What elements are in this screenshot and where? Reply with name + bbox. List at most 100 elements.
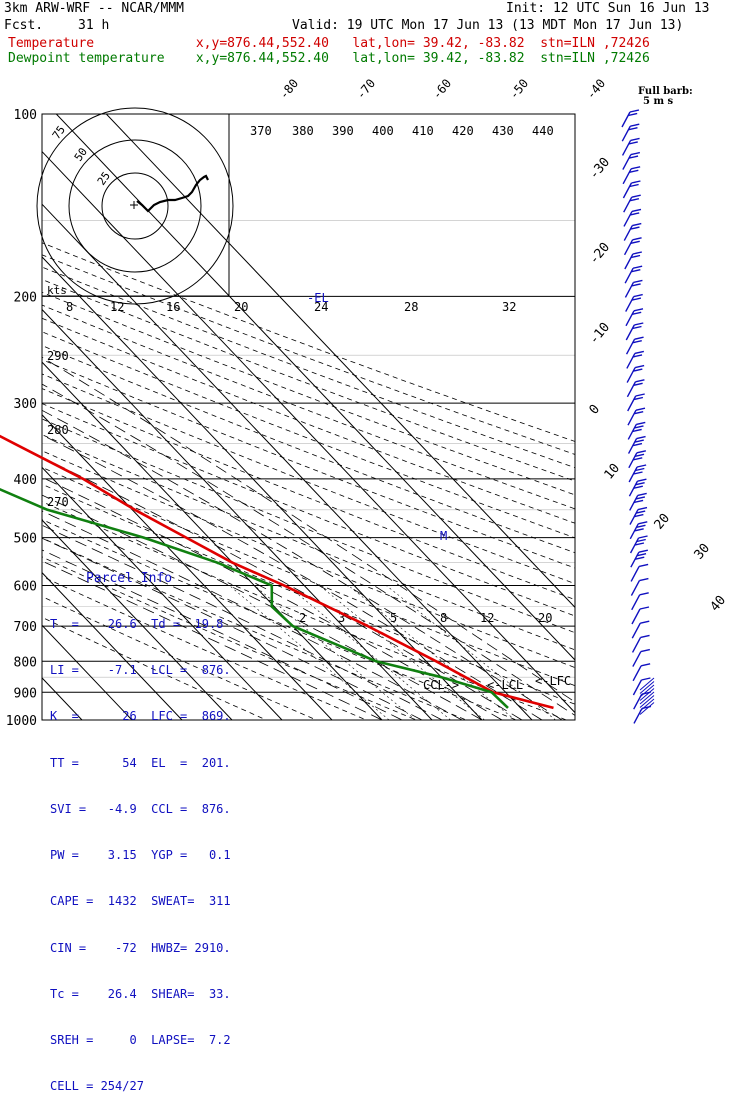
el-marker: -EL	[307, 291, 329, 305]
dry-adiabat	[42, 279, 575, 482]
isotherm-label: -20	[587, 240, 614, 268]
wind-barb	[626, 364, 645, 383]
wind-barb	[629, 506, 648, 525]
isotherm-line	[42, 466, 283, 720]
pressure-tick-label: 600	[14, 580, 37, 595]
isotherm-line	[105, 114, 575, 609]
hodograph-ring	[101, 172, 169, 240]
parcel-row: SREH = 0 LAPSE= 7.2	[50, 1033, 231, 1047]
theta-label: 440	[532, 124, 554, 138]
theta-label: 370	[250, 124, 272, 138]
wind-barb	[621, 123, 640, 142]
mixing-ratio-line	[348, 585, 516, 720]
hodograph-trace	[136, 174, 209, 213]
pressure-tick-label: 400	[14, 473, 37, 488]
mixing-ratio-label: 24	[314, 300, 328, 314]
wind-barb	[627, 393, 645, 412]
wind-barb-low	[639, 677, 655, 691]
mixing-ratio-line	[386, 585, 556, 720]
wind-barb	[629, 492, 647, 511]
wind-barb	[624, 279, 643, 298]
wind-barb	[624, 265, 643, 284]
barb-unit: 5 m s	[643, 96, 674, 107]
wind-barb	[629, 521, 648, 540]
mixing-ratio-line	[229, 585, 390, 720]
theta-label: 390	[332, 124, 354, 138]
dry-adiabat	[42, 556, 418, 720]
hodograph-ring-label: 25	[95, 169, 113, 187]
ccl-marker: CCL->	[423, 678, 459, 692]
dry-adiabat	[42, 575, 368, 720]
wind-barb	[622, 151, 641, 170]
wind-barb	[627, 407, 646, 426]
dry-adiabat	[42, 483, 575, 705]
wind-barb	[628, 450, 647, 469]
pressure-tick-label: 800	[14, 655, 37, 670]
wind-barb	[628, 464, 647, 483]
wind-barb	[626, 379, 645, 398]
mixing-ratio-label: 20	[234, 300, 248, 314]
wind-barb	[632, 663, 651, 682]
parcel-row: CIN = -72 HWBZ= 2910.	[50, 940, 231, 955]
wind-barb	[623, 194, 641, 213]
pressure-tick-label: 200	[14, 290, 37, 305]
parcel-row: LI = -7.1 LCL = 876.	[50, 663, 231, 678]
theta-label: 270	[47, 495, 69, 509]
mixing-ratio-label: 28	[404, 300, 418, 314]
parcel-row: T = 26.6 Td = 19.8	[50, 617, 224, 632]
dry-adiabat	[42, 331, 575, 539]
wind-barb	[625, 293, 643, 312]
isotherm-label: -60	[430, 76, 455, 102]
theta-label: 380	[292, 124, 314, 138]
temperature-legend: Temperature x,y=876.44,552.40 lat,lon= 3…	[8, 36, 650, 51]
mixing-ratio-label: 32	[502, 300, 516, 314]
parcel-row: PW = 3.15 YGP = 0.1	[50, 848, 231, 863]
wind-barb	[625, 308, 644, 327]
pressure-tick-label: 500	[14, 532, 37, 547]
isotherm-label: -30	[587, 155, 614, 183]
wind-barbs: Full barb:5 m s	[621, 86, 693, 724]
wind-barb	[627, 421, 646, 440]
forecast-hours: 31 h	[78, 18, 110, 33]
wind-barb	[630, 577, 649, 596]
wind-barb-low	[639, 684, 655, 698]
wind-barb	[632, 677, 651, 696]
mixing-ratio-label: 20	[538, 611, 552, 625]
parcel-row: CAPE = 1432 SWEAT= 311	[50, 894, 231, 909]
isotherm-line	[42, 519, 233, 720]
isotherm-line	[42, 203, 533, 720]
mixing-ratio-label: 8	[66, 300, 73, 314]
forecast-label: Fcst.	[4, 18, 44, 33]
wind-barb-low	[639, 691, 655, 705]
dry-adiabat	[42, 537, 468, 720]
pressure-tick-label: 900	[14, 686, 37, 701]
parcel-row: K = 26 LFC = 869.	[50, 709, 231, 724]
pressure-tick-label: 700	[14, 620, 37, 635]
hodograph-ring-label: 75	[50, 123, 68, 141]
wind-barb	[623, 208, 642, 227]
wind-barb	[630, 563, 649, 582]
dewpoint-line	[0, 487, 509, 709]
temperature-line	[0, 434, 554, 710]
pressure-tick-label: 1000	[6, 714, 37, 729]
isotherm-line	[42, 571, 183, 720]
isotherm-label: -40	[584, 76, 609, 102]
dry-adiabat	[42, 266, 575, 469]
hodograph-ring-label: 50	[72, 145, 90, 163]
wind-barb	[622, 180, 641, 199]
mixing-ratio-line	[287, 585, 451, 720]
hodograph-ring	[36, 107, 234, 305]
theta-label: 420	[452, 124, 474, 138]
init-time: Init: 12 UTC Sun 16 Jun 13	[506, 1, 710, 16]
wind-barb	[631, 620, 650, 639]
mixing-ratio-label: 2	[299, 611, 306, 625]
parcel-row: CELL = 254/27	[50, 1079, 144, 1094]
valid-time: Valid: 19 UTC Mon 17 Jun 13 (13 MDT Mon …	[292, 18, 684, 33]
dry-adiabat	[42, 418, 575, 634]
wind-barb	[630, 549, 649, 568]
dry-adiabat	[42, 450, 575, 669]
wind-barb-low	[639, 695, 655, 708]
moist-adiabat	[42, 494, 483, 720]
